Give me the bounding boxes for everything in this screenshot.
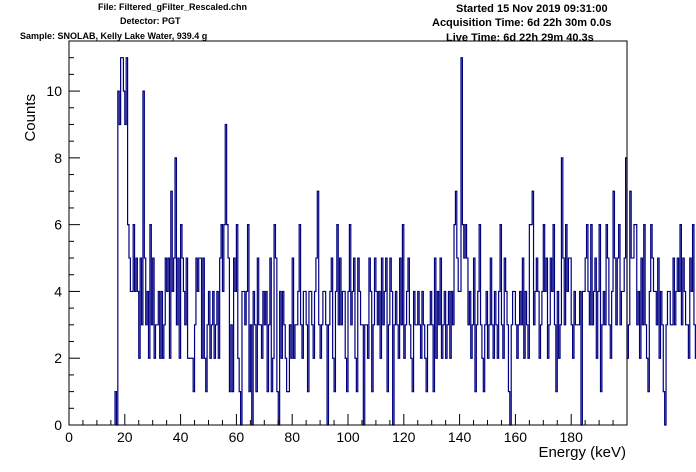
sample-label: Sample: SNOLAB, Kelly Lake Water, 939.4 …	[20, 31, 208, 41]
spectrum-series-line	[114, 57, 696, 426]
x-tick-label: 140	[448, 429, 472, 445]
x-tick-label: 180	[560, 429, 584, 445]
y-tick-label: 0	[54, 417, 62, 433]
x-tick-label: 40	[173, 429, 189, 445]
y-tick-label: 8	[54, 150, 62, 166]
x-tick-label: 0	[65, 429, 73, 445]
y-tick-label: 4	[54, 283, 62, 299]
start-time-label: Started 15 Nov 2019 09:31:00	[456, 3, 608, 15]
x-tick-label: 60	[229, 429, 245, 445]
x-axis-label: Energy (keV)	[538, 444, 626, 461]
x-tick-label: 20	[117, 429, 133, 445]
y-tick-label: 10	[46, 83, 62, 99]
y-tick-label: 6	[54, 217, 62, 233]
x-tick-label: 80	[284, 429, 300, 445]
x-tick-label: 120	[392, 429, 416, 445]
file-name-label: File: Filtered_gFilter_Rescaled.chn	[98, 2, 248, 12]
x-tick-label: 100	[336, 429, 360, 445]
detector-label: Detector: PGT	[120, 16, 181, 26]
acquisition-time-label: Acquisition Time: 6d 22h 30m 0.0s	[432, 17, 612, 29]
y-tick-label: 2	[54, 350, 62, 366]
y-axis-label: Counts	[22, 94, 39, 142]
x-tick-label: 160	[504, 429, 528, 445]
